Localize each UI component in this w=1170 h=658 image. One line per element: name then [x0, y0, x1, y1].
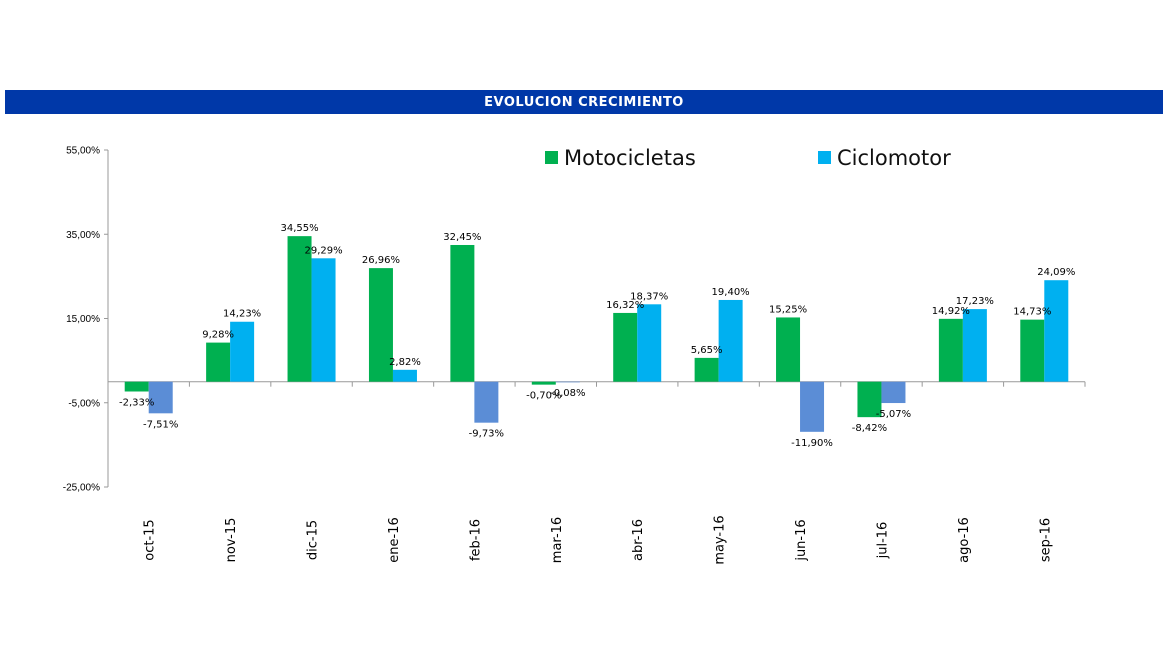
- data-label-ciclomotor: 18,37%: [630, 291, 668, 302]
- data-label-ciclomotor: 2,82%: [389, 357, 421, 368]
- data-label-ciclomotor: 29,29%: [304, 245, 342, 256]
- chart-data-labels: -2,33% -7,51% 9,28% 14,23% 34,55% 29,29% 26,96…: [119, 223, 1075, 449]
- data-label-motocicletas: 32,45%: [443, 232, 481, 243]
- legend-ciclomotor-label: Ciclomotor: [837, 146, 951, 170]
- x-category-label: sep-16: [1038, 518, 1053, 562]
- bar-ciclomotor: [800, 381, 825, 432]
- chart-title: EVOLUCION CRECIMIENTO: [484, 94, 684, 110]
- chart-legend: Motocicletas Ciclomotor: [545, 146, 951, 170]
- bar-motocicletas: [450, 244, 475, 382]
- x-category-label: feb-16: [468, 519, 483, 561]
- bar-ciclomotor: [311, 258, 336, 382]
- bar-ciclomotor: [148, 381, 173, 414]
- data-label-ciclomotor: -7,51%: [143, 419, 178, 430]
- x-category-label: mar-16: [550, 517, 565, 563]
- x-category-label: may-16: [713, 515, 728, 564]
- x-category-label: ene-16: [387, 517, 402, 562]
- legend-ciclomotor-swatch: [818, 151, 831, 164]
- bar-motocicletas: [938, 318, 963, 382]
- bar-ciclomotor: [962, 309, 987, 382]
- data-label-motocicletas: 5,65%: [691, 345, 723, 356]
- y-tick-label: 15,00%: [66, 314, 100, 325]
- x-category-label: nov-15: [224, 518, 239, 563]
- bar-motocicletas: [287, 236, 312, 382]
- y-tick-label: 55,00%: [66, 146, 100, 157]
- data-label-ciclomotor: -9,73%: [469, 429, 504, 440]
- y-tick-label: -25,00%: [63, 483, 100, 494]
- legend-motocicletas-label: Motocicletas: [564, 146, 696, 170]
- data-label-ciclomotor: 14,23%: [223, 309, 261, 320]
- data-label-motocicletas: 15,25%: [769, 304, 807, 315]
- bar-motocicletas: [776, 317, 801, 382]
- bar-ciclomotor: [718, 299, 743, 382]
- data-label-motocicletas: -2,33%: [119, 398, 154, 409]
- x-category-label: jul-16: [875, 522, 890, 560]
- data-label-motocicletas: 26,96%: [362, 255, 400, 266]
- data-label-ciclomotor: 19,40%: [712, 287, 750, 298]
- bar-ciclomotor: [637, 304, 662, 382]
- data-label-ciclomotor: 24,09%: [1037, 267, 1075, 278]
- bar-ciclomotor: [555, 381, 580, 383]
- data-label-motocicletas: 14,92%: [932, 306, 970, 317]
- chart-bars: [124, 236, 1069, 432]
- chart-title-bar: EVOLUCION CRECIMIENTO: [5, 90, 1163, 114]
- bar-motocicletas: [368, 268, 393, 382]
- bar-motocicletas: [613, 312, 638, 382]
- y-tick-label: -5,00%: [68, 398, 100, 409]
- data-label-ciclomotor: -11,90%: [791, 438, 833, 449]
- bar-motocicletas: [206, 342, 231, 382]
- data-label-motocicletas: -0,70%: [526, 391, 561, 402]
- x-category-label: dic-15: [306, 520, 321, 560]
- bar-motocicletas: [531, 381, 556, 385]
- data-label-motocicletas: -8,42%: [852, 423, 887, 434]
- data-label-ciclomotor: 17,23%: [956, 296, 994, 307]
- data-label-ciclomotor: -5,07%: [876, 409, 911, 420]
- legend-motocicletas-swatch: [545, 151, 558, 164]
- data-label-motocicletas: 34,55%: [280, 223, 318, 234]
- x-category-label: jun-16: [794, 519, 809, 561]
- bar-motocicletas: [1020, 319, 1045, 382]
- bar-ciclomotor: [474, 381, 499, 423]
- chart-axes: -25,00% -5,00% 15,00% 35,00% 55,00% oct-15 nov…: [63, 146, 1086, 565]
- bar-ciclomotor: [230, 321, 255, 382]
- x-category-label: ago-16: [957, 517, 972, 563]
- bar-motocicletas: [694, 357, 719, 382]
- x-category-label: oct-15: [143, 519, 158, 560]
- bar-ciclomotor: [881, 381, 906, 404]
- data-label-motocicletas: 16,32%: [606, 300, 644, 311]
- x-category-label: abr-16: [631, 519, 646, 561]
- bar-motocicletas: [857, 381, 882, 418]
- data-label-motocicletas: 14,73%: [1013, 307, 1051, 318]
- bar-ciclomotor: [1044, 280, 1069, 382]
- data-label-ciclomotor: -0,08%: [550, 388, 585, 399]
- bar-ciclomotor: [392, 369, 417, 382]
- y-tick-label: 35,00%: [66, 230, 100, 241]
- data-label-motocicletas: 9,28%: [202, 330, 234, 341]
- bar-motocicletas: [124, 381, 149, 392]
